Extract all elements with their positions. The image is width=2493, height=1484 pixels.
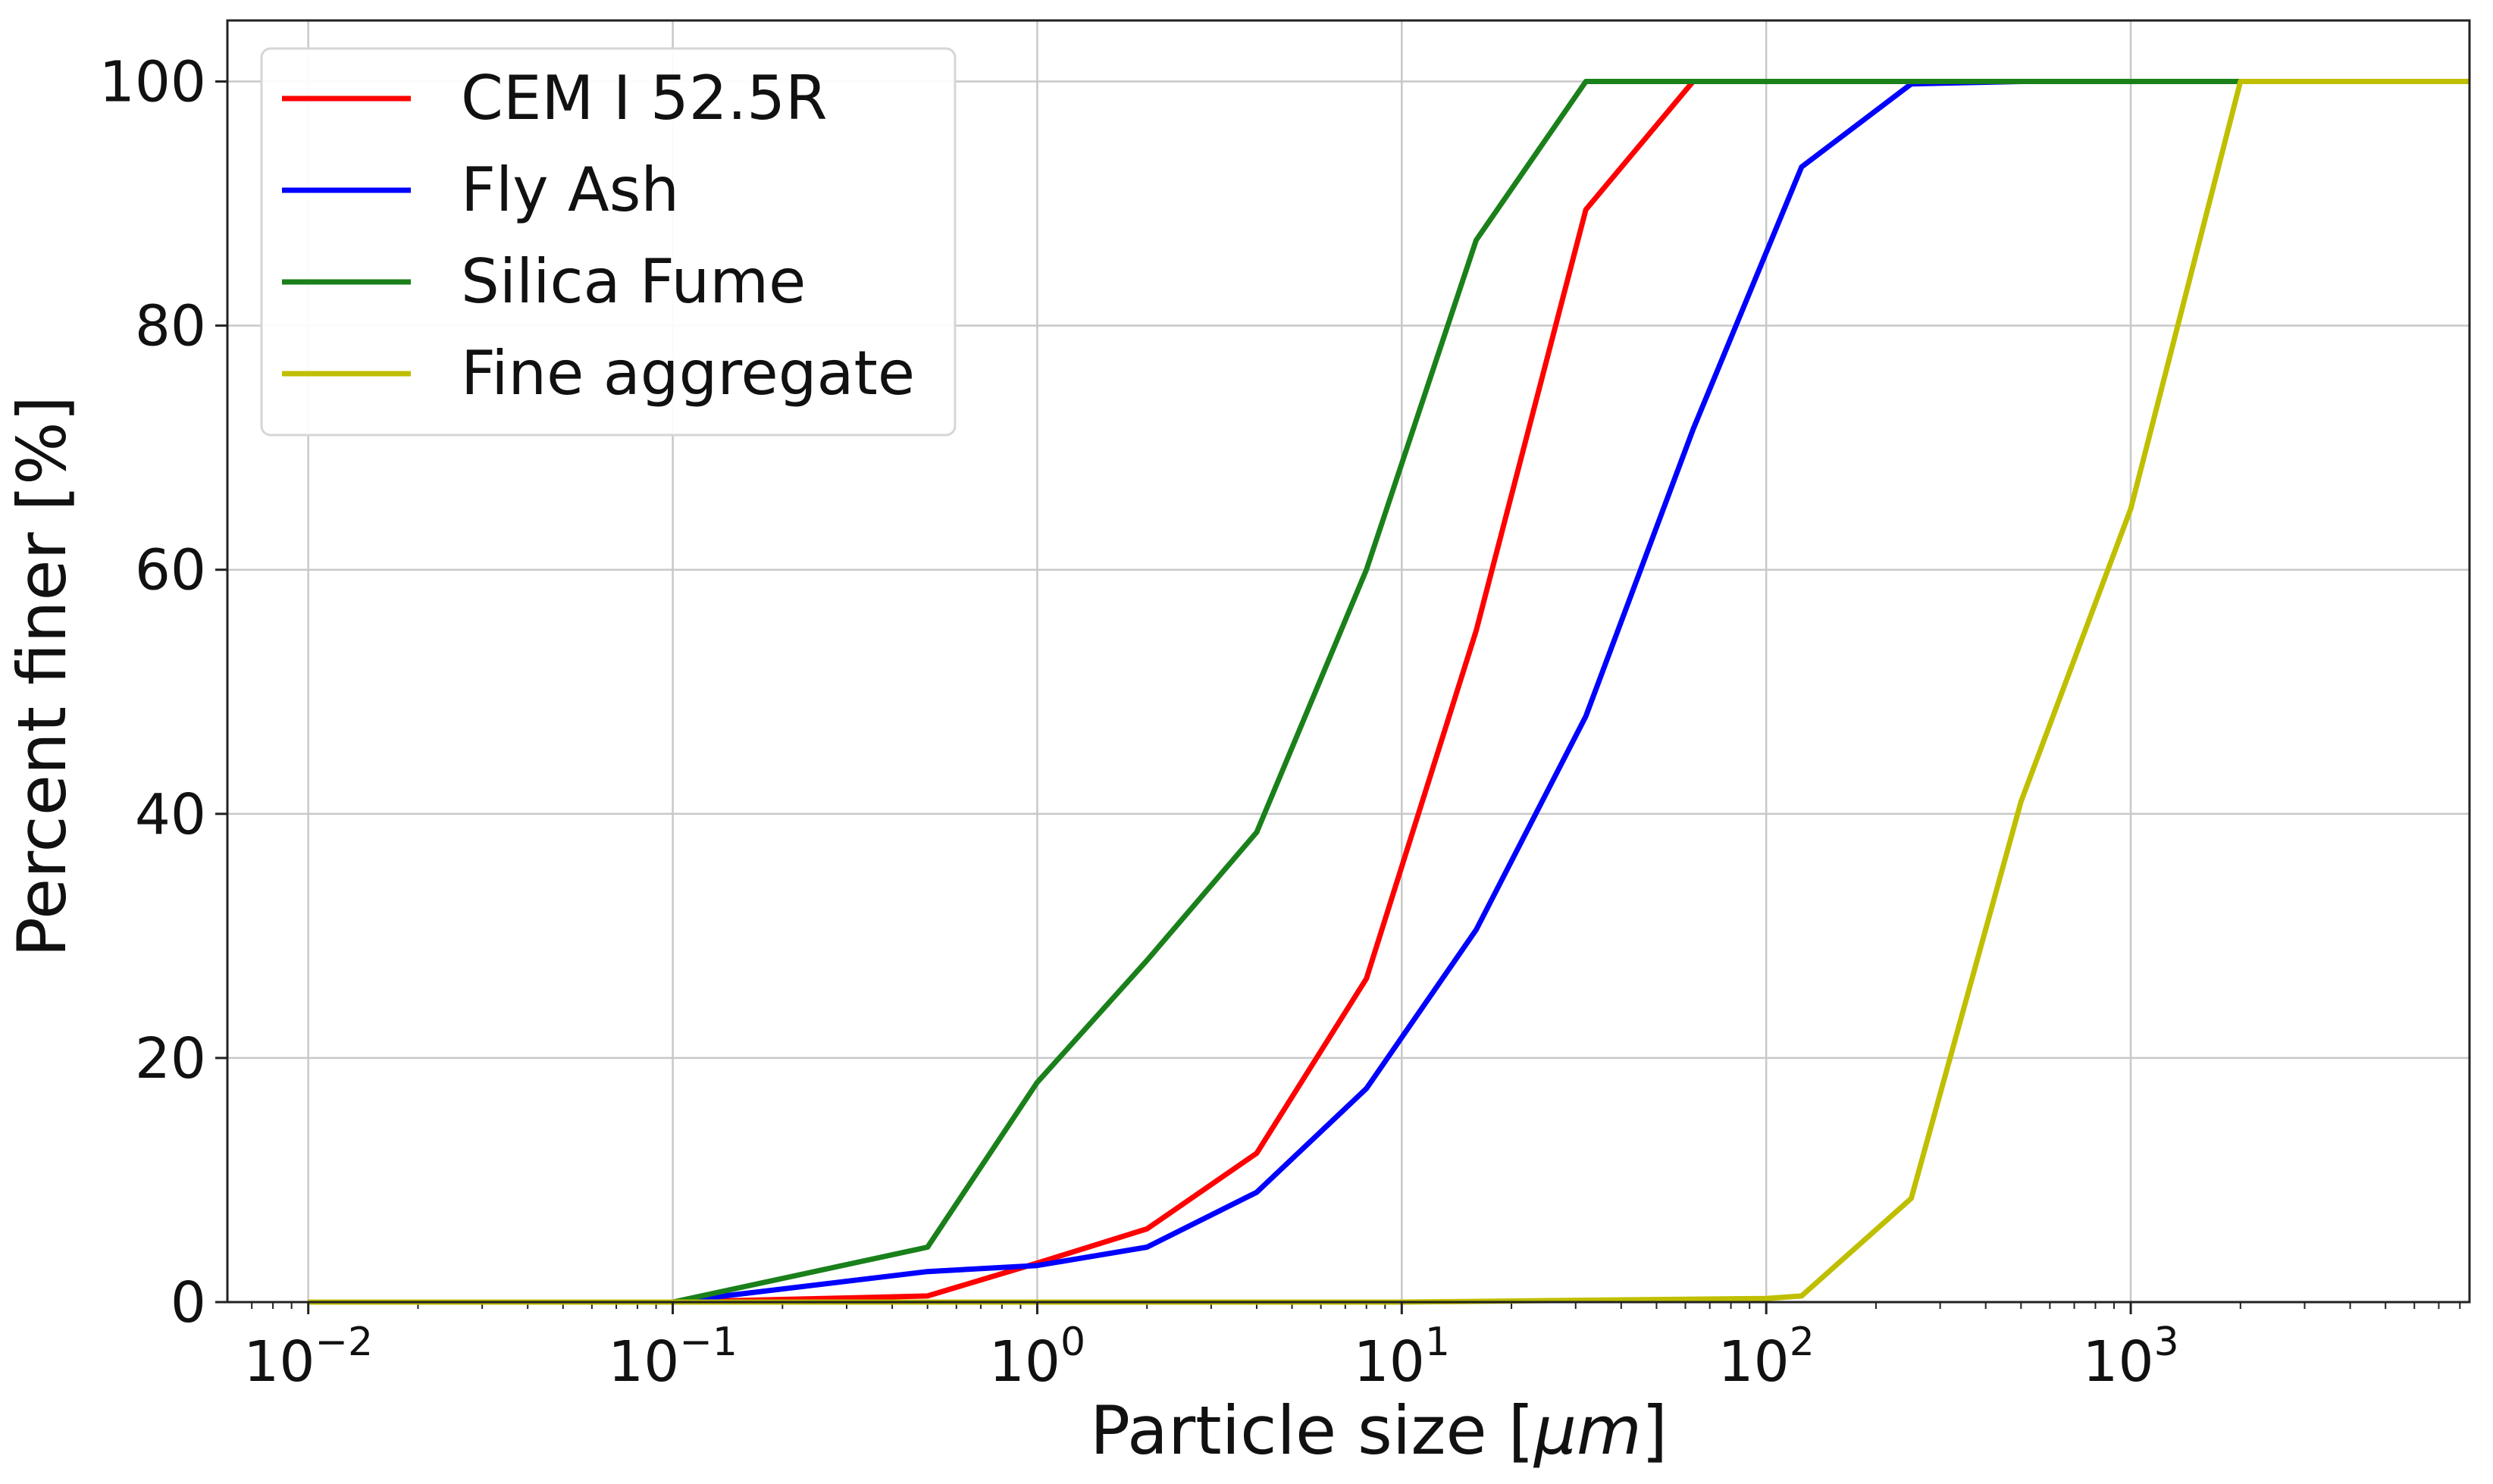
legend: CEM I 52.5R Fly Ash Silica Fume Fine aggreg… [260,47,957,437]
x-tick-label: 100 [989,1320,1085,1395]
y-tick-label: 0 [171,1270,206,1335]
x-tick-label: 102 [1718,1320,1815,1395]
legend-label: Fly Ash [461,155,679,225]
x-tick-label: 101 [1354,1320,1450,1395]
y-tick-label: 100 [99,50,206,115]
plot-area-frame [226,19,2471,1304]
y-tick-label: 60 [135,538,206,603]
x-tick-label: 10−1 [608,1320,738,1395]
y-axis-ticks: 0 20 40 60 80 100 [99,50,227,1335]
series-line-3 [308,79,2470,1305]
x-axis-ticks: 10−2 10−1 100 101 102 103 [243,1302,2179,1395]
legend-label: Fine aggregate [461,338,915,409]
x-axis-label: Particle size [μm] [1090,1392,1668,1470]
y-tick-label: 20 [135,1026,206,1091]
legend-label: Silica Fume [461,246,806,317]
y-tick-label: 40 [135,782,206,847]
x-tick-label: 103 [2082,1320,2178,1395]
y-axis-label: Percent finer [%] [3,396,81,957]
legend-label: CEM I 52.5R [461,63,828,133]
x-tick-label: 10−2 [243,1320,373,1395]
y-tick-label: 80 [135,294,206,359]
legend-frame [260,47,957,437]
